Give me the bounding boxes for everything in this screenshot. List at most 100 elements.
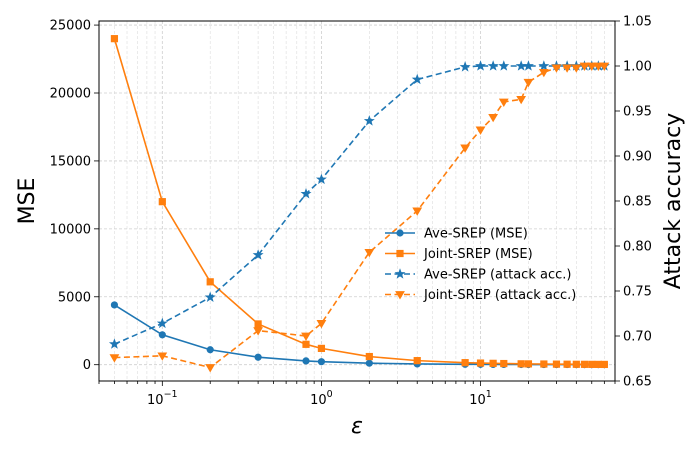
data-point: [204, 291, 216, 302]
legend-item: Ave-SREP (MSE): [385, 227, 528, 242]
data-point: [110, 35, 119, 43]
plot-frame: [98, 20, 616, 382]
data-point: [522, 60, 534, 71]
y-axis-label-left: MSE: [15, 178, 40, 225]
data-point: [460, 144, 471, 153]
data-point: [551, 64, 562, 73]
data-point: [412, 207, 423, 216]
data-point: [594, 360, 602, 368]
series-line: [113, 304, 605, 366]
data-point: [586, 62, 597, 71]
data-point: [562, 64, 573, 73]
x-tick-label-base: 10: [147, 393, 164, 408]
data-point: [540, 360, 548, 368]
legend-marker: [394, 268, 406, 279]
legend-item: Joint-SREP (attack acc.): [385, 288, 576, 303]
y-right-tick-label: 0.85: [623, 195, 652, 210]
data-point: [206, 278, 214, 286]
y-left-tick-label: 25000: [50, 19, 91, 34]
data-point: [593, 62, 604, 71]
x-tick-label-exponent: 1: [486, 389, 492, 400]
series-line: [114, 65, 605, 369]
legend-label: Ave-SREP (attack acc.): [424, 268, 571, 283]
y-left-tick-label: 0: [83, 358, 91, 373]
data-point: [411, 73, 423, 85]
data-point: [156, 317, 168, 329]
x-tick-label-base: 10: [310, 393, 327, 408]
data-point: [488, 113, 499, 123]
data-point: [254, 320, 262, 328]
data-point: [516, 95, 527, 105]
x-tick-label-exponent: −1: [164, 389, 178, 400]
data-point: [563, 360, 571, 368]
y-right-tick-label: 0.70: [623, 330, 652, 345]
data-point: [500, 359, 508, 368]
legend-item: Joint-SREP (MSE): [385, 247, 533, 262]
x-tick-label: 101: [469, 389, 492, 408]
data-point: [599, 62, 610, 71]
x-tick-label: 10−1: [147, 389, 178, 408]
y-left-tick-label: 20000: [50, 87, 91, 102]
y-right-tick-label: 0.65: [623, 375, 652, 390]
data-point: [600, 360, 608, 369]
legend: Ave-SREP (MSE) Joint-SREP (MSE) Ave-SREP (…: [385, 227, 576, 303]
data-point: [302, 357, 310, 365]
data-point: [580, 360, 589, 368]
data-point: [252, 249, 264, 260]
data-point: [588, 360, 596, 368]
data-point: [110, 301, 119, 309]
data-point: [302, 340, 310, 348]
data-point: [206, 346, 214, 354]
data-point: [413, 357, 421, 365]
data-point: [158, 331, 166, 339]
data-point: [517, 360, 525, 368]
data-point: [363, 115, 375, 126]
series-1: [110, 301, 608, 369]
data-point: [515, 60, 527, 71]
x-tick-label: 100: [310, 389, 333, 408]
y-axis-label-right: Attack accuracy: [661, 113, 686, 289]
y-left-tick-label: 15000: [50, 154, 91, 169]
data-point: [461, 359, 469, 367]
data-point: [109, 354, 120, 363]
y-right-tick-label: 0.90: [623, 150, 652, 165]
data-point: [571, 64, 582, 73]
data-point: [157, 352, 168, 361]
series-layer: [108, 35, 610, 373]
y-right-tick-label: 0.80: [623, 240, 652, 255]
x-axis-label: ε: [351, 414, 363, 439]
data-point: [254, 353, 262, 361]
data-point: [475, 60, 487, 71]
data-point: [317, 358, 326, 366]
data-point: [365, 359, 373, 367]
grid-layer: [98, 21, 616, 381]
data-point: [524, 360, 533, 368]
data-point: [538, 60, 550, 71]
data-point: [315, 173, 327, 185]
series-line: [113, 38, 605, 366]
data-point: [205, 364, 216, 373]
data-point: [459, 61, 471, 72]
series-line: [114, 65, 605, 345]
series-4: [109, 62, 610, 373]
data-point: [158, 198, 166, 206]
data-point: [552, 360, 561, 368]
data-point: [316, 320, 327, 329]
x-tick-label-base: 10: [469, 393, 486, 408]
data-point: [498, 60, 510, 71]
data-point: [498, 98, 509, 107]
data-point: [489, 359, 497, 367]
y-right-tick-label: 0.75: [623, 285, 652, 300]
y-left-tick-label: 5000: [58, 290, 91, 305]
data-point: [108, 338, 120, 349]
legend-marker: [396, 229, 404, 237]
legend-label: Ave-SREP (MSE): [424, 227, 528, 242]
data-point: [476, 359, 485, 367]
legend-marker: [395, 291, 405, 300]
data-point: [538, 68, 549, 78]
x-tick-label-exponent: 0: [327, 389, 333, 400]
legend-item: Ave-SREP (attack acc.): [385, 268, 571, 283]
data-point: [487, 60, 499, 71]
